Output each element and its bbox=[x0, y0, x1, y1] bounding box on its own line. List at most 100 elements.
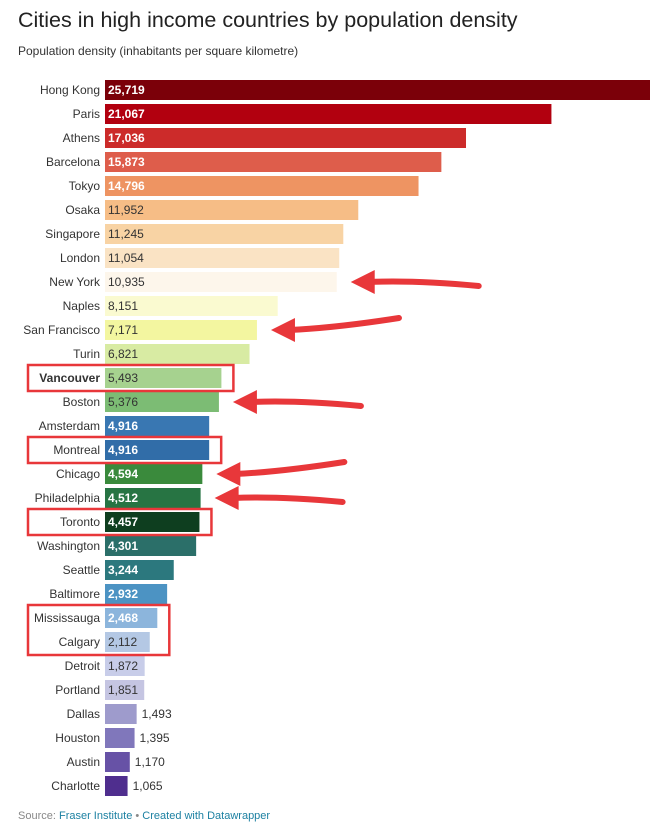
category-label-singapore: Singapore bbox=[45, 227, 100, 241]
bar-barcelona bbox=[105, 152, 442, 172]
source-prefix: Source: bbox=[18, 810, 59, 822]
bar-naples bbox=[105, 296, 278, 316]
value-label-calgary: 2,112 bbox=[108, 635, 137, 649]
value-label-washington: 4,301 bbox=[108, 539, 138, 553]
source-link[interactable]: Fraser Institute bbox=[58, 810, 133, 822]
bar-montreal bbox=[105, 440, 210, 460]
category-label-osaka: Osaka bbox=[65, 203, 100, 217]
bar-austin bbox=[105, 752, 130, 772]
category-label-dallas: Dallas bbox=[67, 707, 100, 721]
arrow-shaft-san-francisco bbox=[285, 315, 402, 333]
value-label-tokyo: 14,796 bbox=[108, 179, 145, 193]
value-label-vancouver: 5,493 bbox=[108, 371, 138, 385]
annotation-arrow-new-york bbox=[350, 270, 482, 294]
annotation-arrow-san-francisco bbox=[270, 315, 402, 342]
value-label-charlotte: 1,065 bbox=[133, 779, 163, 793]
annotation-arrow-chicago bbox=[216, 459, 348, 486]
category-label-houston: Houston bbox=[55, 731, 100, 745]
highlight-box-vancouver bbox=[26, 363, 235, 393]
bar-baltimore bbox=[105, 584, 168, 604]
bar-hong-kong bbox=[105, 80, 650, 100]
value-label-mississauga: 2,468 bbox=[108, 611, 138, 625]
bar-osaka bbox=[105, 200, 359, 220]
category-label-detroit: Detroit bbox=[65, 659, 101, 673]
highlight-box-montreal bbox=[26, 435, 223, 465]
bar-philadelphia bbox=[105, 488, 201, 508]
value-label-paris: 21,067 bbox=[108, 107, 145, 121]
category-label-san-francisco: San Francisco bbox=[23, 323, 100, 337]
category-label-turin: Turin bbox=[73, 347, 100, 361]
value-label-austin: 1,170 bbox=[135, 755, 165, 769]
value-label-turin: 6,821 bbox=[108, 347, 138, 361]
value-label-new-york: 10,935 bbox=[108, 275, 145, 289]
category-label-austin: Austin bbox=[67, 755, 100, 769]
bar-amsterdam bbox=[105, 416, 210, 436]
category-label-boston: Boston bbox=[63, 395, 100, 409]
value-label-osaka: 11,952 bbox=[108, 203, 144, 217]
value-label-seattle: 3,244 bbox=[108, 563, 138, 577]
bar-dallas bbox=[105, 704, 137, 724]
bar-detroit bbox=[105, 656, 145, 676]
bar-boston bbox=[105, 392, 219, 412]
category-label-tokyo: Tokyo bbox=[69, 179, 101, 193]
annotation-arrow-philadelphia bbox=[214, 486, 346, 510]
highlight-box-mississauga-calgary bbox=[26, 603, 171, 657]
category-label-london: London bbox=[60, 251, 100, 265]
category-label-vancouver: Vancouver bbox=[39, 371, 100, 385]
value-label-toronto: 4,457 bbox=[108, 515, 138, 529]
arrow-head-chicago bbox=[216, 462, 241, 486]
category-label-mississauga: Mississauga bbox=[34, 611, 100, 625]
bar-singapore bbox=[105, 224, 344, 244]
category-label-new-york: New York bbox=[49, 275, 101, 289]
category-label-athens: Athens bbox=[63, 131, 100, 145]
value-label-philadelphia: 4,512 bbox=[108, 491, 138, 505]
arrow-head-philadelphia bbox=[214, 486, 239, 510]
arrow-shaft-new-york bbox=[365, 278, 482, 289]
arrow-shaft-chicago bbox=[231, 459, 348, 477]
category-label-barcelona: Barcelona bbox=[46, 155, 100, 169]
arrow-head-new-york bbox=[350, 270, 375, 294]
bar-charlotte bbox=[105, 776, 128, 796]
value-label-naples: 8,151 bbox=[108, 299, 138, 313]
category-label-portland: Portland bbox=[55, 683, 100, 697]
value-label-amsterdam: 4,916 bbox=[108, 419, 138, 433]
category-label-washington: Washington bbox=[37, 539, 100, 553]
value-label-dallas: 1,493 bbox=[142, 707, 172, 721]
value-label-montreal: 4,916 bbox=[108, 443, 138, 457]
bar-athens bbox=[105, 128, 467, 148]
bar-san-francisco bbox=[105, 320, 257, 340]
category-label-calgary: Calgary bbox=[59, 635, 100, 649]
value-label-boston: 5,376 bbox=[108, 395, 138, 409]
value-label-athens: 17,036 bbox=[108, 131, 145, 145]
annotation-arrow-boston bbox=[232, 390, 364, 414]
category-label-toronto: Toronto bbox=[60, 515, 100, 529]
arrow-shaft-boston bbox=[247, 398, 364, 409]
value-label-detroit: 1,872 bbox=[108, 659, 138, 673]
category-label-amsterdam: Amsterdam bbox=[39, 419, 100, 433]
bar-portland bbox=[105, 680, 145, 700]
value-label-houston: 1,395 bbox=[140, 731, 170, 745]
value-label-portland: 1,851 bbox=[108, 683, 138, 697]
category-label-baltimore: Baltimore bbox=[49, 587, 100, 601]
datawrapper-link[interactable]: Created with Datawrapper bbox=[142, 810, 271, 822]
highlight-box-toronto bbox=[26, 507, 213, 537]
bar-washington bbox=[105, 536, 197, 556]
value-label-london: 11,054 bbox=[108, 251, 144, 265]
category-label-philadelphia: Philadelphia bbox=[35, 491, 101, 505]
bar-toronto bbox=[105, 512, 200, 532]
chart-subtitle: Population density (inhabitants per squa… bbox=[18, 44, 299, 58]
value-label-hong-kong: 25,719 bbox=[108, 83, 145, 97]
category-label-hong-kong: Hong Kong bbox=[40, 83, 100, 97]
bar-new-york bbox=[105, 272, 337, 292]
value-label-san-francisco: 7,171 bbox=[108, 323, 138, 337]
value-label-chicago: 4,594 bbox=[108, 467, 138, 481]
category-label-charlotte: Charlotte bbox=[51, 779, 100, 793]
bar-houston bbox=[105, 728, 135, 748]
category-label-naples: Naples bbox=[63, 299, 100, 313]
source-line: Source: Fraser Institute • Created with … bbox=[18, 810, 270, 822]
bar-london bbox=[105, 248, 340, 268]
value-label-baltimore: 2,932 bbox=[108, 587, 138, 601]
category-label-seattle: Seattle bbox=[63, 563, 101, 577]
bar-turin bbox=[105, 344, 250, 364]
